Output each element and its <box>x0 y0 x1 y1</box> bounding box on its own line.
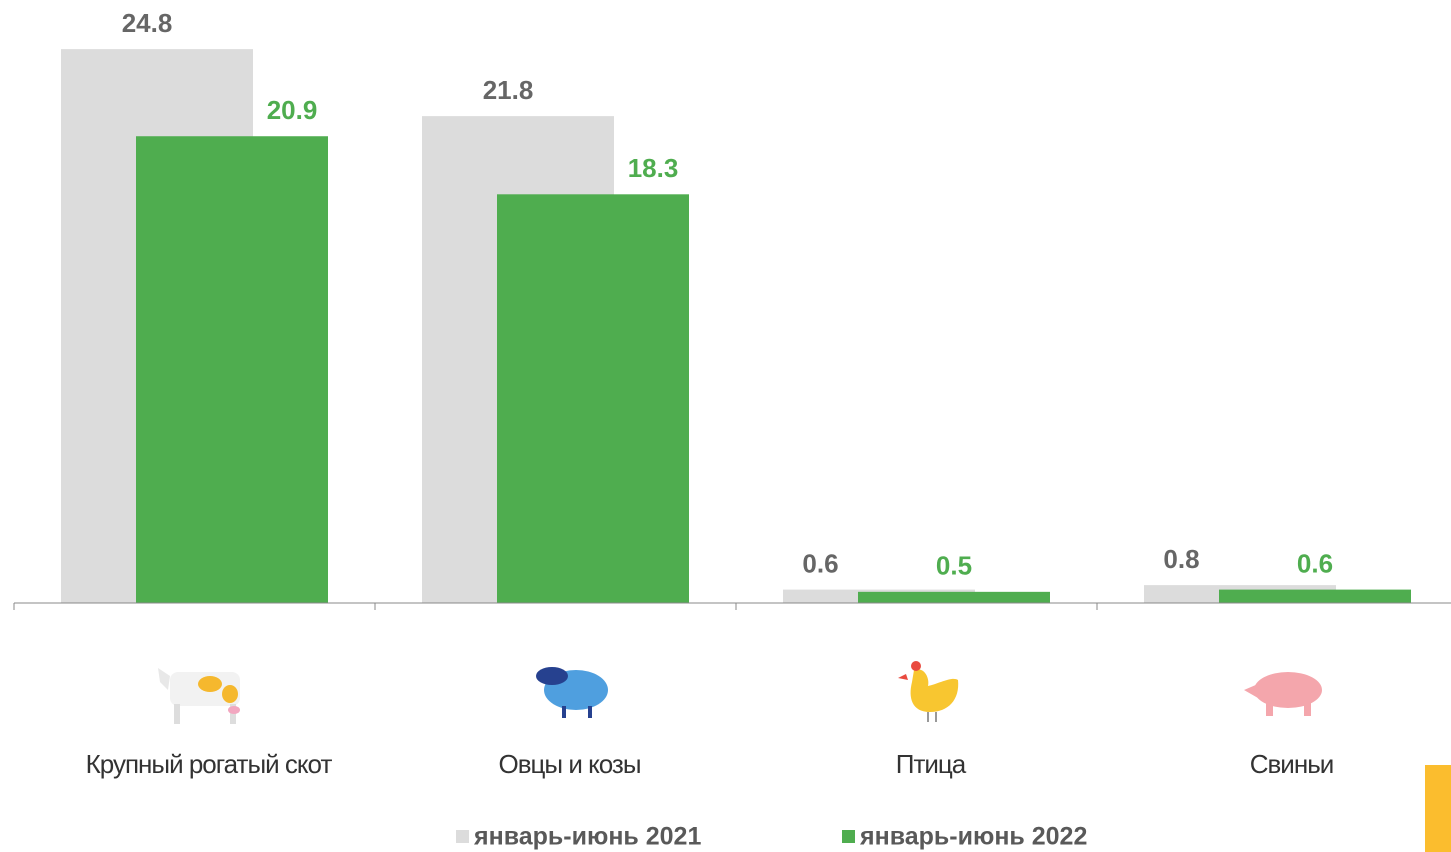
x-tick-label: Птица <box>896 749 967 779</box>
legend-label: январь-июнь 2021 <box>473 823 701 851</box>
x-tick-label: Свиньи <box>1250 749 1334 779</box>
icon-sheep <box>536 667 608 718</box>
x-tick-label: Овцы и козы <box>498 749 640 779</box>
icon-pig <box>1244 672 1322 716</box>
value-label: 20.9 <box>267 95 318 125</box>
value-label: 0.6 <box>1297 548 1333 578</box>
value-label: 24.8 <box>122 8 173 38</box>
bar <box>858 591 1050 603</box>
bar <box>136 136 328 603</box>
bar <box>497 194 689 604</box>
icon-cow <box>158 668 240 724</box>
value-label: 21.8 <box>483 75 534 105</box>
legend-swatch <box>842 830 855 843</box>
value-label: 0.6 <box>802 548 838 578</box>
legend-label: январь-июнь 2022 <box>859 823 1087 851</box>
value-label: 0.5 <box>936 551 972 581</box>
value-label: 18.3 <box>628 153 679 183</box>
corner-accent <box>1425 765 1451 852</box>
legend-swatch <box>456 830 469 843</box>
icon-chicken <box>898 661 959 722</box>
bar <box>1219 589 1411 603</box>
value-label: 0.8 <box>1163 544 1199 574</box>
x-tick-label: Крупный рогатый скот <box>86 749 333 779</box>
